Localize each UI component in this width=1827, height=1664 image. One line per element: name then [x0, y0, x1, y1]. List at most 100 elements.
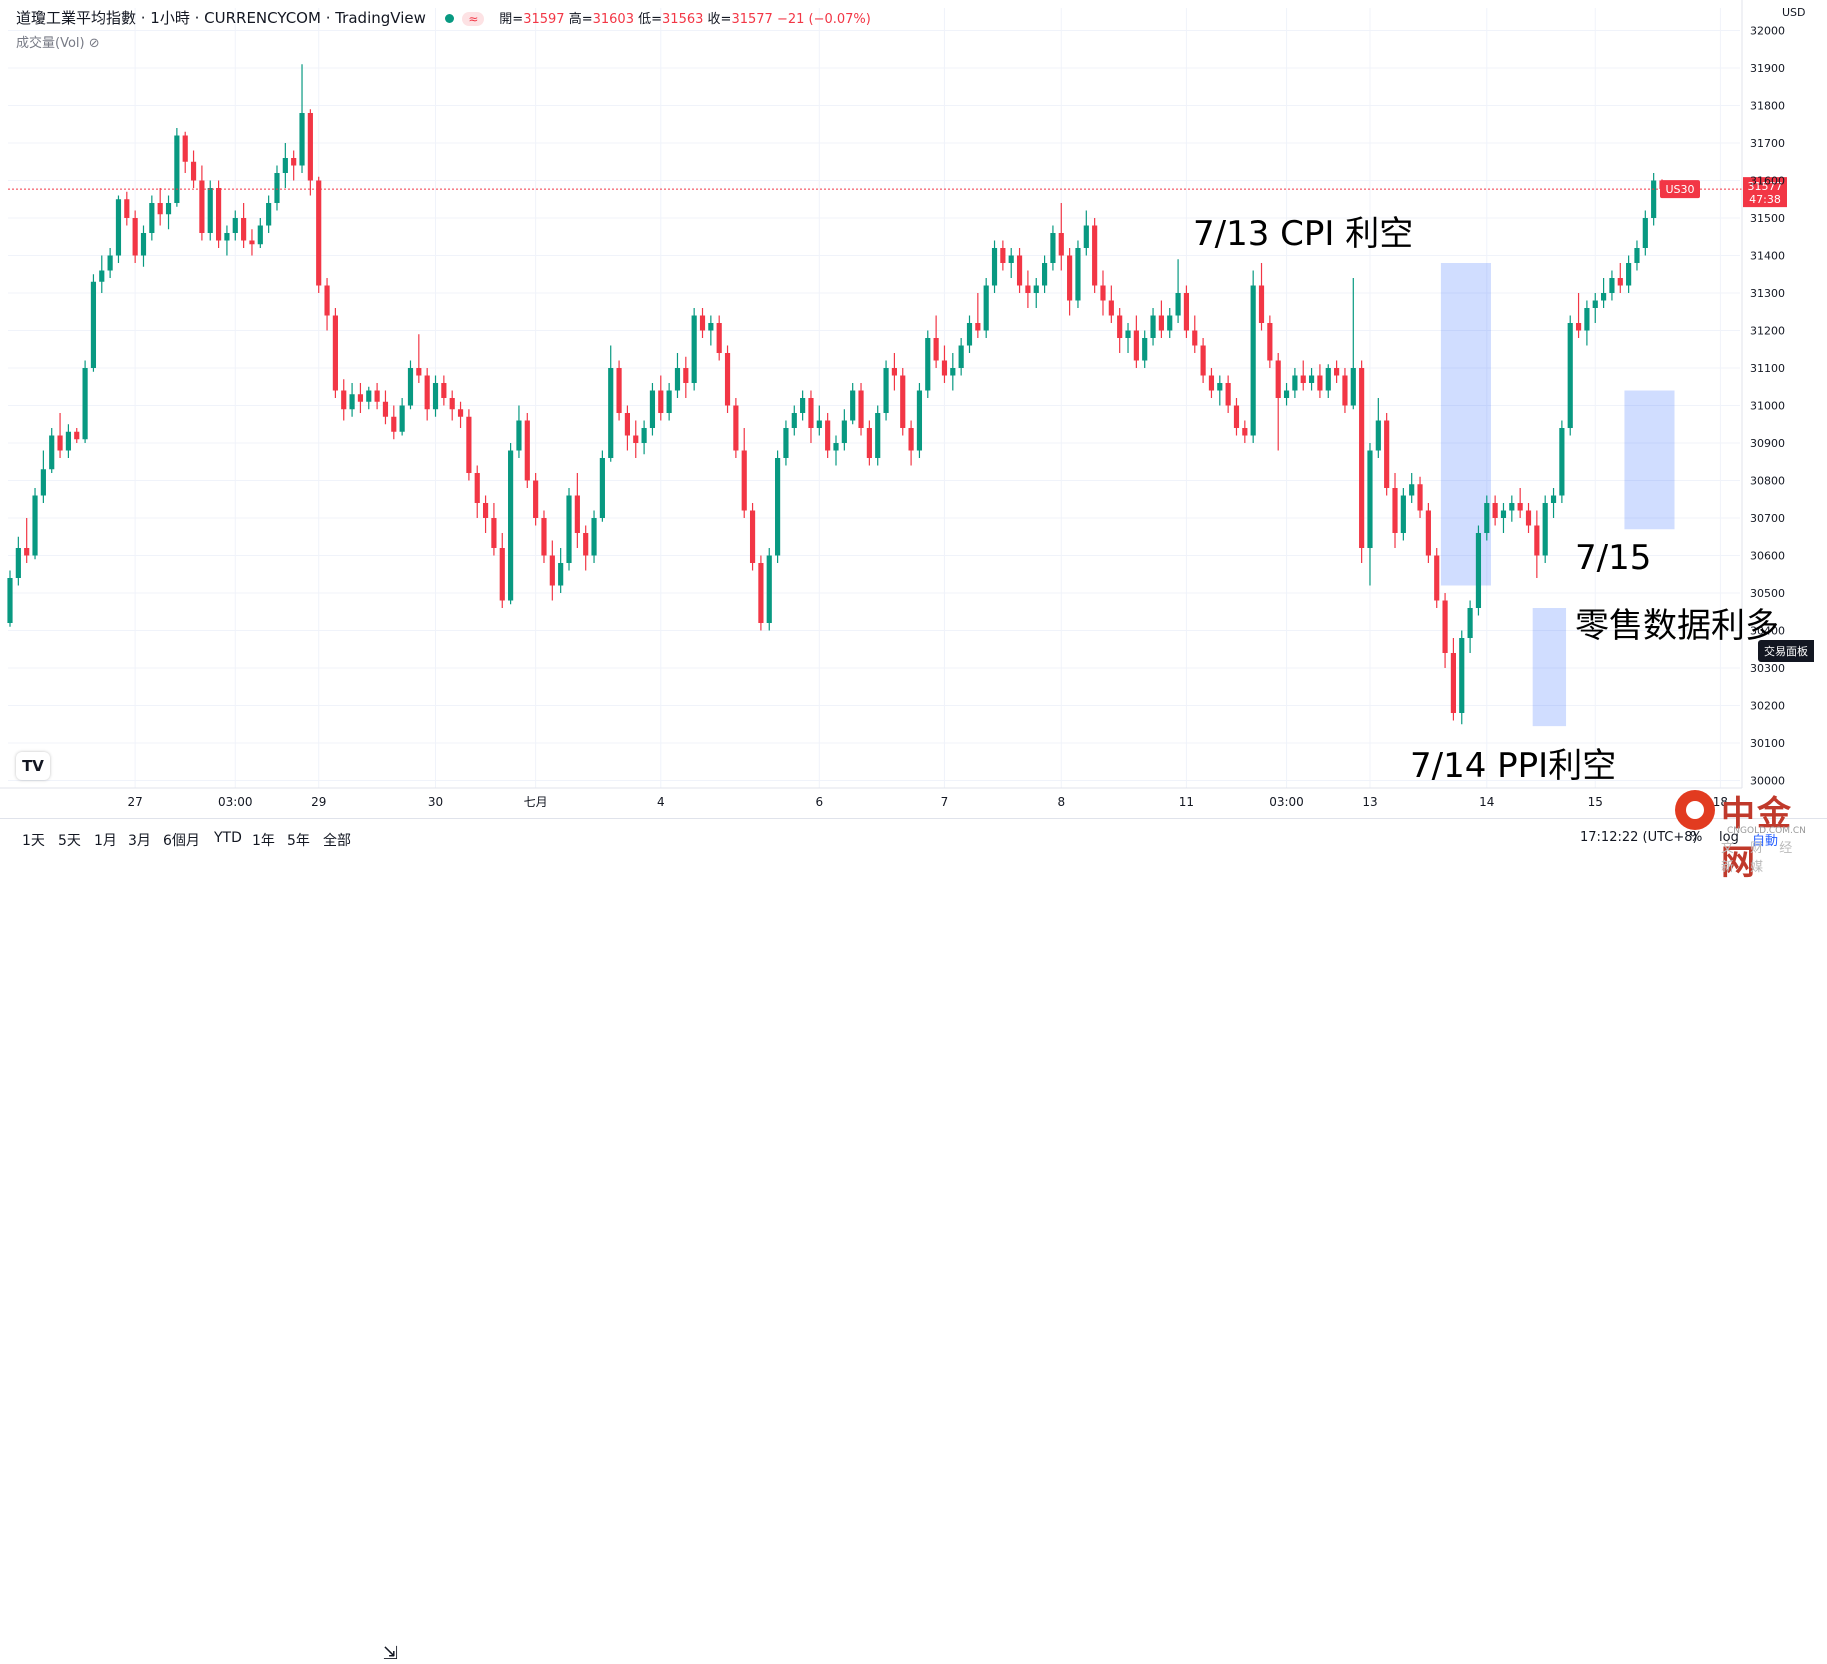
- candle-body: [966, 323, 973, 346]
- candle-body: [257, 225, 263, 245]
- candle-body: [1601, 293, 1607, 301]
- candle-body: [1108, 300, 1114, 316]
- candle-body: [1559, 428, 1565, 496]
- candle-body: [466, 416, 472, 473]
- auto-scale-button[interactable]: 自動: [1752, 834, 1779, 849]
- candle-body: [416, 368, 422, 376]
- clock[interactable]: 17:12:22 (UTC+8): [1580, 830, 1698, 845]
- range-all[interactable]: 全部: [323, 833, 351, 849]
- candle-body: [724, 353, 731, 406]
- range-5d[interactable]: 5天: [58, 833, 81, 849]
- candle-body: [1208, 375, 1215, 391]
- close-label: 收: [707, 12, 721, 27]
- volume-indicator[interactable]: 成交量(Vol) ⊘: [16, 32, 100, 51]
- candle-body: [1509, 503, 1515, 511]
- candle-body: [1000, 248, 1006, 263]
- candle-body: [699, 315, 706, 331]
- candle-body: [157, 203, 163, 215]
- range-5y[interactable]: 5年: [287, 833, 310, 849]
- time-tick-label: 03:00: [218, 795, 253, 809]
- delay-wave-icon[interactable]: ≈: [462, 12, 485, 26]
- candle-body: [1250, 285, 1256, 436]
- trade-panel-button[interactable]: 交易面板: [1758, 640, 1814, 662]
- candle-body: [1467, 608, 1473, 638]
- candle-body: [1133, 330, 1139, 361]
- candle-body: [633, 435, 639, 443]
- candle-body: [1642, 218, 1648, 248]
- candle-body: [1334, 368, 1340, 376]
- price-tick-label: 30300: [1750, 662, 1785, 675]
- candle-body: [1075, 248, 1081, 301]
- range-6m[interactable]: 6個月: [163, 833, 200, 849]
- candle-body: [1225, 383, 1231, 406]
- candle-body: [24, 548, 30, 556]
- candle-body: [57, 435, 63, 451]
- candle-body: [983, 285, 989, 331]
- time-tick-label: 14: [1479, 795, 1494, 809]
- candle-body: [324, 285, 330, 316]
- candle-body: [941, 360, 948, 376]
- candle-body: [1517, 503, 1523, 511]
- candle-body: [1258, 285, 1265, 323]
- candle-body: [1350, 368, 1356, 406]
- currency-label[interactable]: USD: [1782, 6, 1806, 19]
- candle-body: [449, 398, 455, 410]
- candle-body: [1367, 450, 1373, 548]
- candle-body: [958, 345, 964, 368]
- percent-scale-button[interactable]: %: [1690, 830, 1703, 845]
- candle-body: [599, 458, 605, 518]
- candle-body: [1567, 323, 1573, 428]
- candle-body: [174, 135, 180, 203]
- candle-body: [1425, 510, 1431, 556]
- candle-body: [115, 199, 122, 256]
- range-1y[interactable]: 1年: [252, 833, 275, 849]
- time-tick-label: 6: [815, 795, 823, 809]
- candle-body: [1100, 285, 1106, 301]
- candle-body: [649, 390, 656, 428]
- range-3m[interactable]: 3月: [128, 833, 151, 849]
- candle-body: [758, 563, 764, 623]
- candle-body: [716, 323, 722, 353]
- candle-body: [1142, 338, 1148, 361]
- candle-body: [199, 180, 205, 233]
- range-ytd[interactable]: YTD: [214, 830, 242, 846]
- range-1m[interactable]: 1月: [94, 833, 117, 849]
- ohlc-readout: 開=31597 高=31603 低=31563 收=31577 −21 (−0.…: [499, 12, 871, 27]
- candle-body: [1183, 293, 1190, 331]
- candle-body: [457, 409, 464, 417]
- candle-body: [1150, 315, 1156, 338]
- candle-body: [1158, 315, 1164, 331]
- candle-body: [499, 548, 505, 601]
- candle-body: [516, 420, 522, 451]
- tradingview-logo[interactable]: TV: [16, 752, 50, 780]
- candle-body: [90, 281, 97, 368]
- candle-body: [366, 390, 372, 402]
- candle-body: [608, 368, 614, 458]
- candle-body: [1392, 488, 1398, 533]
- candle-body: [674, 368, 681, 391]
- eye-off-icon[interactable]: ⊘: [88, 36, 100, 51]
- price-tick-label: 31700: [1750, 137, 1785, 150]
- candle-body: [858, 390, 864, 428]
- candle-body: [549, 555, 555, 586]
- cngold-logo-icon: [1675, 790, 1715, 830]
- candle-body: [32, 495, 38, 556]
- candle-body: [1409, 484, 1415, 496]
- candle-body: [291, 158, 297, 166]
- symbol-title[interactable]: 道瓊工業平均指數 · 1小時 · CURRENCYCOM · TradingVi…: [16, 9, 426, 27]
- candle-body: [616, 368, 622, 413]
- price-tick-label: 31900: [1750, 62, 1785, 75]
- highlight-box: [1532, 608, 1567, 727]
- candle-body: [658, 390, 664, 413]
- candle-body: [883, 368, 889, 413]
- log-scale-button[interactable]: log: [1719, 830, 1739, 845]
- candle-body: [841, 420, 847, 443]
- candle-body: [1475, 533, 1482, 608]
- candle-body: [583, 533, 589, 556]
- range-1d[interactable]: 1天: [22, 833, 45, 849]
- price-tick-label: 30700: [1750, 512, 1785, 525]
- candle-body: [1025, 285, 1031, 293]
- date-range-icon[interactable]: ⇲: [383, 1643, 399, 1664]
- candle-body: [1200, 345, 1206, 376]
